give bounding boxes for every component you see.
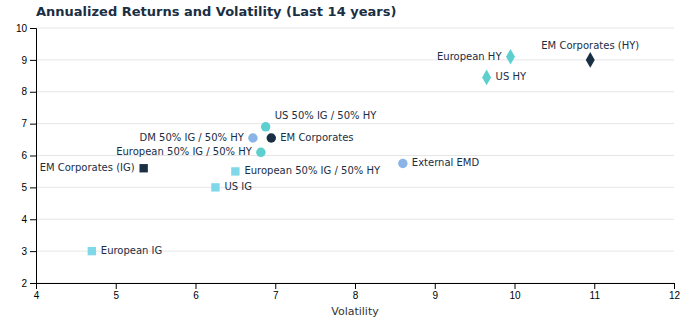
point [248,133,257,142]
tick-mark [30,124,36,125]
grid-line [36,59,674,60]
grid-line [36,91,674,92]
point-label: DM 50% IG / 50% HY [140,132,245,143]
tick-label: 9 [21,55,27,66]
grid-line [36,187,674,188]
tick-label: 4 [21,214,27,225]
point-label: External EMD [412,157,480,168]
tick-mark [30,60,36,61]
tick: 11 [590,283,601,301]
tick: 4 [34,283,40,301]
point-labels: European IG US IG EM Corporates (IG) Europe… [40,40,640,256]
tick-mark [30,219,36,220]
tick-mark [515,283,516,289]
tick-label: 11 [590,290,601,301]
tick-label: 8 [353,290,359,301]
tick-mark [275,283,276,289]
point-label: European IG [101,245,163,256]
tick-label: 4 [34,290,40,301]
tick: 8 [353,283,359,301]
tick-mark [435,283,436,289]
point [231,167,239,175]
tick-mark [30,28,36,29]
tick-mark [30,251,36,252]
axis-line [37,284,675,290]
tick-mark [30,283,36,284]
point [506,49,515,65]
tick: 4 [21,214,36,225]
x-axis: 4 5 6 7 8 9 10 11 12 [34,283,681,301]
tick: 9 [432,283,438,301]
point-label: EM Corporates (HY) [541,40,639,51]
tick-mark [355,283,356,289]
tick-mark [594,283,595,289]
point-label: US HY [496,71,527,82]
tick: 3 [21,246,36,257]
tick-mark [196,283,197,289]
tick-mark [674,283,675,289]
tick-label: 10 [16,23,28,34]
tick-label: 10 [509,290,521,301]
tick-mark [30,156,36,157]
tick: 6 [193,283,199,301]
point [586,52,595,68]
tick: 9 [21,55,36,66]
grid [36,28,674,283]
tick: 8 [21,86,36,97]
point-label: US 50% IG / 50% HY [275,110,378,121]
y-axis: 2 3 4 5 6 7 8 9 10 [16,23,37,289]
tick-label: 2 [21,278,27,289]
point [211,183,219,191]
points [88,49,595,255]
tick: 10 [16,23,36,34]
tick-label: 9 [432,290,438,301]
point-label: European 50% IG / 50% HY [116,146,253,157]
tick: 7 [21,118,36,129]
point-label: EM Corporates [280,132,353,143]
tick: 6 [21,150,36,161]
x-axis-title: Volatility [331,305,379,318]
point-label: European 50% IG / 50% HY [244,165,381,176]
point-label: EM Corporates (IG) [40,162,135,173]
chart: 4 5 6 7 8 9 10 11 12 2 3 4 5 6 7 8 9 10 Annualized Returns… [0,0,690,321]
tick: 10 [509,283,521,301]
tick-mark [30,187,36,188]
tick-label: 7 [273,290,279,301]
tick-label: 6 [193,290,199,301]
tick: 12 [669,283,681,301]
point [139,164,147,172]
grid-line [36,123,674,124]
point [482,70,491,86]
tick-label: 5 [21,182,27,193]
tick-mark [30,92,36,93]
tick-label: 7 [21,118,27,129]
tick-label: 8 [21,86,27,97]
point [398,159,407,168]
tick-mark [116,283,117,289]
tick: 2 [21,278,36,289]
tick: 7 [273,283,279,301]
tick-label: 12 [669,290,681,301]
point [261,122,270,131]
point [256,148,265,157]
grid-line [36,28,674,29]
tick: 5 [21,182,36,193]
tick-label: 3 [21,246,27,257]
point [267,133,276,142]
tick-label: 5 [113,290,119,301]
point-label: US IG [224,181,252,192]
point-label: European HY [437,51,502,62]
point [88,247,96,255]
grid-line [36,219,674,220]
axis-line [30,29,37,284]
title: Annualized Returns and Volatility (Last … [36,4,396,19]
tick: 5 [113,283,119,301]
tick-label: 6 [21,150,27,161]
